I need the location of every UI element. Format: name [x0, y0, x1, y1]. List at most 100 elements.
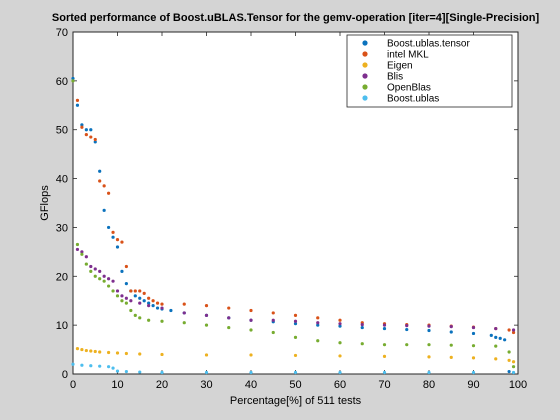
data-point — [129, 308, 133, 313]
legend-marker — [362, 84, 368, 90]
data-point — [98, 277, 102, 281]
data-point — [80, 123, 84, 127]
y-tick-label: 60 — [56, 76, 68, 88]
data-point — [138, 289, 142, 293]
data-point — [293, 353, 298, 358]
data-point — [227, 306, 231, 310]
data-point — [382, 354, 387, 359]
data-point — [338, 318, 342, 322]
data-point — [182, 321, 186, 325]
data-point — [80, 250, 84, 254]
data-point — [98, 169, 102, 173]
data-point — [89, 128, 93, 132]
data-point — [160, 370, 164, 375]
data-point — [382, 323, 387, 327]
series-4 — [71, 79, 516, 369]
x-tick-label: 80 — [423, 379, 435, 391]
data-point — [249, 328, 253, 332]
data-point — [494, 326, 498, 331]
data-point — [115, 369, 120, 373]
data-point — [115, 245, 120, 249]
y-tick-label: 30 — [56, 222, 68, 234]
legend-marker — [362, 40, 368, 46]
y-tick-label: 0 — [62, 369, 68, 381]
data-point — [80, 347, 84, 352]
data-point — [138, 352, 142, 356]
y-tick-label: 10 — [56, 320, 68, 332]
data-point — [120, 299, 124, 303]
data-point — [147, 301, 151, 305]
data-point — [75, 346, 80, 351]
data-point — [111, 279, 115, 283]
data-point — [111, 235, 115, 239]
data-point — [405, 327, 409, 332]
data-point — [160, 352, 164, 357]
data-point — [503, 338, 507, 342]
data-point — [160, 306, 164, 310]
x-tick-label: 100 — [509, 379, 527, 391]
data-point — [382, 326, 387, 331]
data-point — [405, 324, 409, 328]
data-point — [115, 289, 120, 293]
data-point — [182, 302, 186, 306]
data-point — [133, 294, 137, 298]
data-point — [227, 325, 231, 330]
data-point — [449, 355, 453, 359]
data-point — [494, 357, 498, 361]
data-point — [160, 302, 164, 306]
data-point — [138, 370, 142, 374]
data-point — [93, 267, 97, 271]
data-point — [494, 344, 498, 348]
x-tick-label: 90 — [467, 379, 479, 391]
data-point — [338, 354, 342, 358]
data-point — [382, 343, 387, 347]
data-point — [360, 323, 364, 327]
legend-marker — [362, 62, 368, 68]
x-tick-label: 20 — [156, 379, 168, 391]
chart-title: Sorted performance of Boost.uBLAS.Tensor… — [52, 12, 540, 24]
data-point — [204, 304, 209, 308]
data-point — [80, 252, 84, 256]
data-point — [316, 323, 320, 327]
data-point — [89, 349, 93, 353]
data-point — [449, 325, 453, 329]
data-point — [489, 333, 493, 338]
data-point — [360, 325, 364, 330]
series-3 — [75, 247, 516, 332]
data-point — [147, 296, 151, 300]
data-point — [89, 364, 93, 368]
data-point — [84, 348, 88, 353]
data-point — [498, 336, 502, 340]
data-point — [115, 294, 120, 298]
data-point — [111, 289, 115, 293]
data-point — [142, 299, 146, 303]
data-point — [133, 289, 137, 293]
legend-marker — [362, 95, 368, 101]
data-point — [111, 366, 115, 370]
data-point — [120, 269, 124, 273]
legend-marker — [362, 51, 368, 57]
data-point — [133, 313, 137, 317]
data-point — [129, 289, 133, 293]
data-point — [75, 98, 80, 102]
data-point — [511, 330, 516, 335]
data-point — [427, 343, 431, 347]
data-point — [507, 358, 511, 362]
data-point — [249, 370, 253, 375]
data-point — [293, 313, 298, 317]
data-point — [204, 313, 209, 317]
data-point — [155, 301, 160, 305]
axis-ticks: 0 10 20 30 40 50 60 70 80 90 100 0 10 20 30 40 50 60 70 — [56, 27, 527, 391]
data-point — [129, 299, 133, 303]
data-point — [511, 370, 516, 375]
data-point — [102, 184, 106, 188]
data-point — [147, 304, 151, 308]
data-point — [98, 364, 102, 368]
data-point — [75, 103, 80, 107]
data-point — [84, 133, 88, 137]
data-point — [124, 264, 128, 269]
data-point — [427, 324, 431, 328]
data-point — [93, 274, 97, 278]
data-point — [80, 363, 84, 367]
